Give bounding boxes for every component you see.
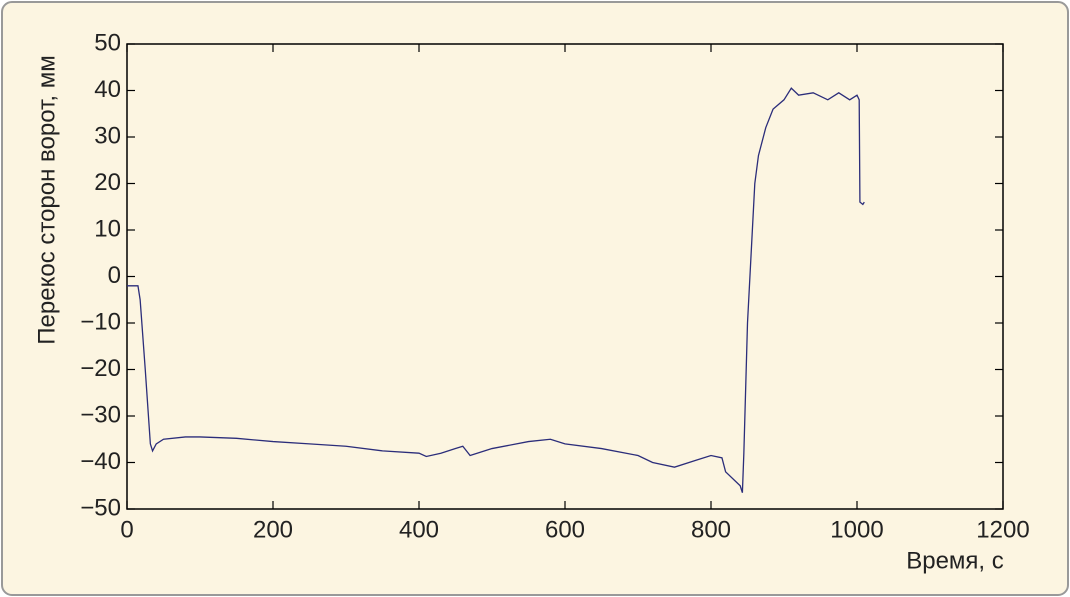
y-axis-label: Перекос сторон ворот, мм — [33, 55, 60, 344]
y-tick-label: 30 — [94, 122, 121, 149]
y-tick-label: −40 — [80, 448, 121, 475]
x-tick-label: 1000 — [830, 516, 883, 543]
y-tick-label: −50 — [80, 494, 121, 521]
x-tick-label: 600 — [545, 516, 585, 543]
y-tick-label: 10 — [94, 215, 121, 242]
y-tick-label: −10 — [80, 308, 121, 335]
x-tick-label: 1200 — [976, 516, 1029, 543]
y-tick-label: 0 — [108, 262, 121, 289]
y-tick-label: 20 — [94, 169, 121, 196]
y-tick-label: 40 — [94, 76, 121, 103]
y-tick-label: 50 — [94, 29, 121, 56]
x-tick-label: 200 — [253, 516, 293, 543]
y-tick-label: −20 — [80, 355, 121, 382]
x-tick-label: 0 — [120, 516, 133, 543]
y-tick-label: −30 — [80, 401, 121, 428]
data-line — [127, 87, 865, 493]
x-tick-label: 400 — [399, 516, 439, 543]
x-axis-label: Время, с — [906, 547, 1004, 574]
x-tick-label: 800 — [691, 516, 731, 543]
